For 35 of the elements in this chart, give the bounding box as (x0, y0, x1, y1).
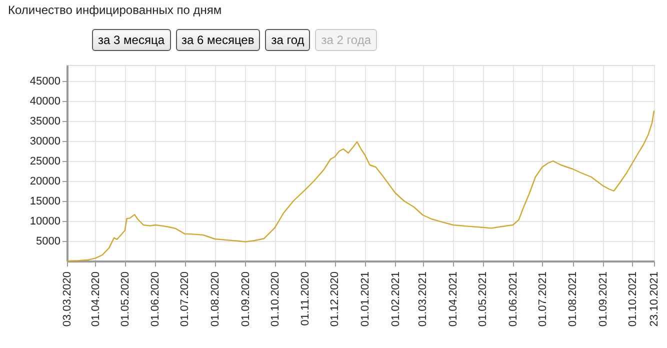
x-tick-label: 01.06.2021 (507, 272, 520, 327)
y-tick-label: 30000 (30, 136, 60, 148)
x-tick-label: 01.02.2021 (390, 272, 402, 327)
x-tick-label: 01.01.2021 (359, 272, 372, 327)
x-tick-label: 01.09.2020 (240, 272, 252, 327)
x-tick-label: 01.05.2020 (119, 272, 132, 327)
chart-title: Количество инфицированных по дням (8, 3, 222, 17)
x-tick-label: 01.05.2021 (477, 272, 490, 327)
text: за год (265, 29, 310, 51)
x-tick-label: 01.09.2021 (598, 272, 610, 327)
x-tick-label: 01.03.2021 (417, 272, 430, 327)
x-tick-label: 01.08.2021 (567, 272, 580, 327)
y-tick-label: 15000 (30, 196, 60, 208)
x-tick-label: 03.03.2020 (62, 272, 74, 327)
y-tick-label: 40000 (30, 96, 60, 108)
y-tick-label: 10000 (30, 216, 60, 228)
text: за 6 месяцев (176, 29, 260, 51)
y-tick-label: 45000 (30, 76, 60, 88)
x-tick-label: 01.08.2020 (209, 272, 222, 327)
y-tick-label: 35000 (30, 116, 60, 128)
x-tick-label: 01.04.2020 (90, 272, 102, 327)
text: за 3 месяца (92, 29, 170, 51)
x-tick-label: 01.04.2021 (448, 272, 460, 327)
x-tick-label: 01.12.2020 (329, 272, 342, 327)
x-tick-label: 01.11.2020 (300, 272, 312, 326)
x-tick-label: 01.10.2020 (269, 272, 282, 327)
y-tick-label: 5000 (36, 236, 60, 248)
x-tick-label: 01.10.2021 (626, 272, 639, 327)
x-tick-label: 01.07.2021 (536, 272, 549, 327)
text: за 2 года (315, 29, 377, 51)
y-tick-label: 20000 (30, 176, 60, 188)
y-tick-label: 25000 (30, 156, 60, 168)
x-tick-label: 01.07.2020 (179, 272, 192, 327)
x-tick-label: 23.10.2021 (648, 272, 660, 327)
x-tick-label: 01.06.2020 (150, 272, 162, 327)
